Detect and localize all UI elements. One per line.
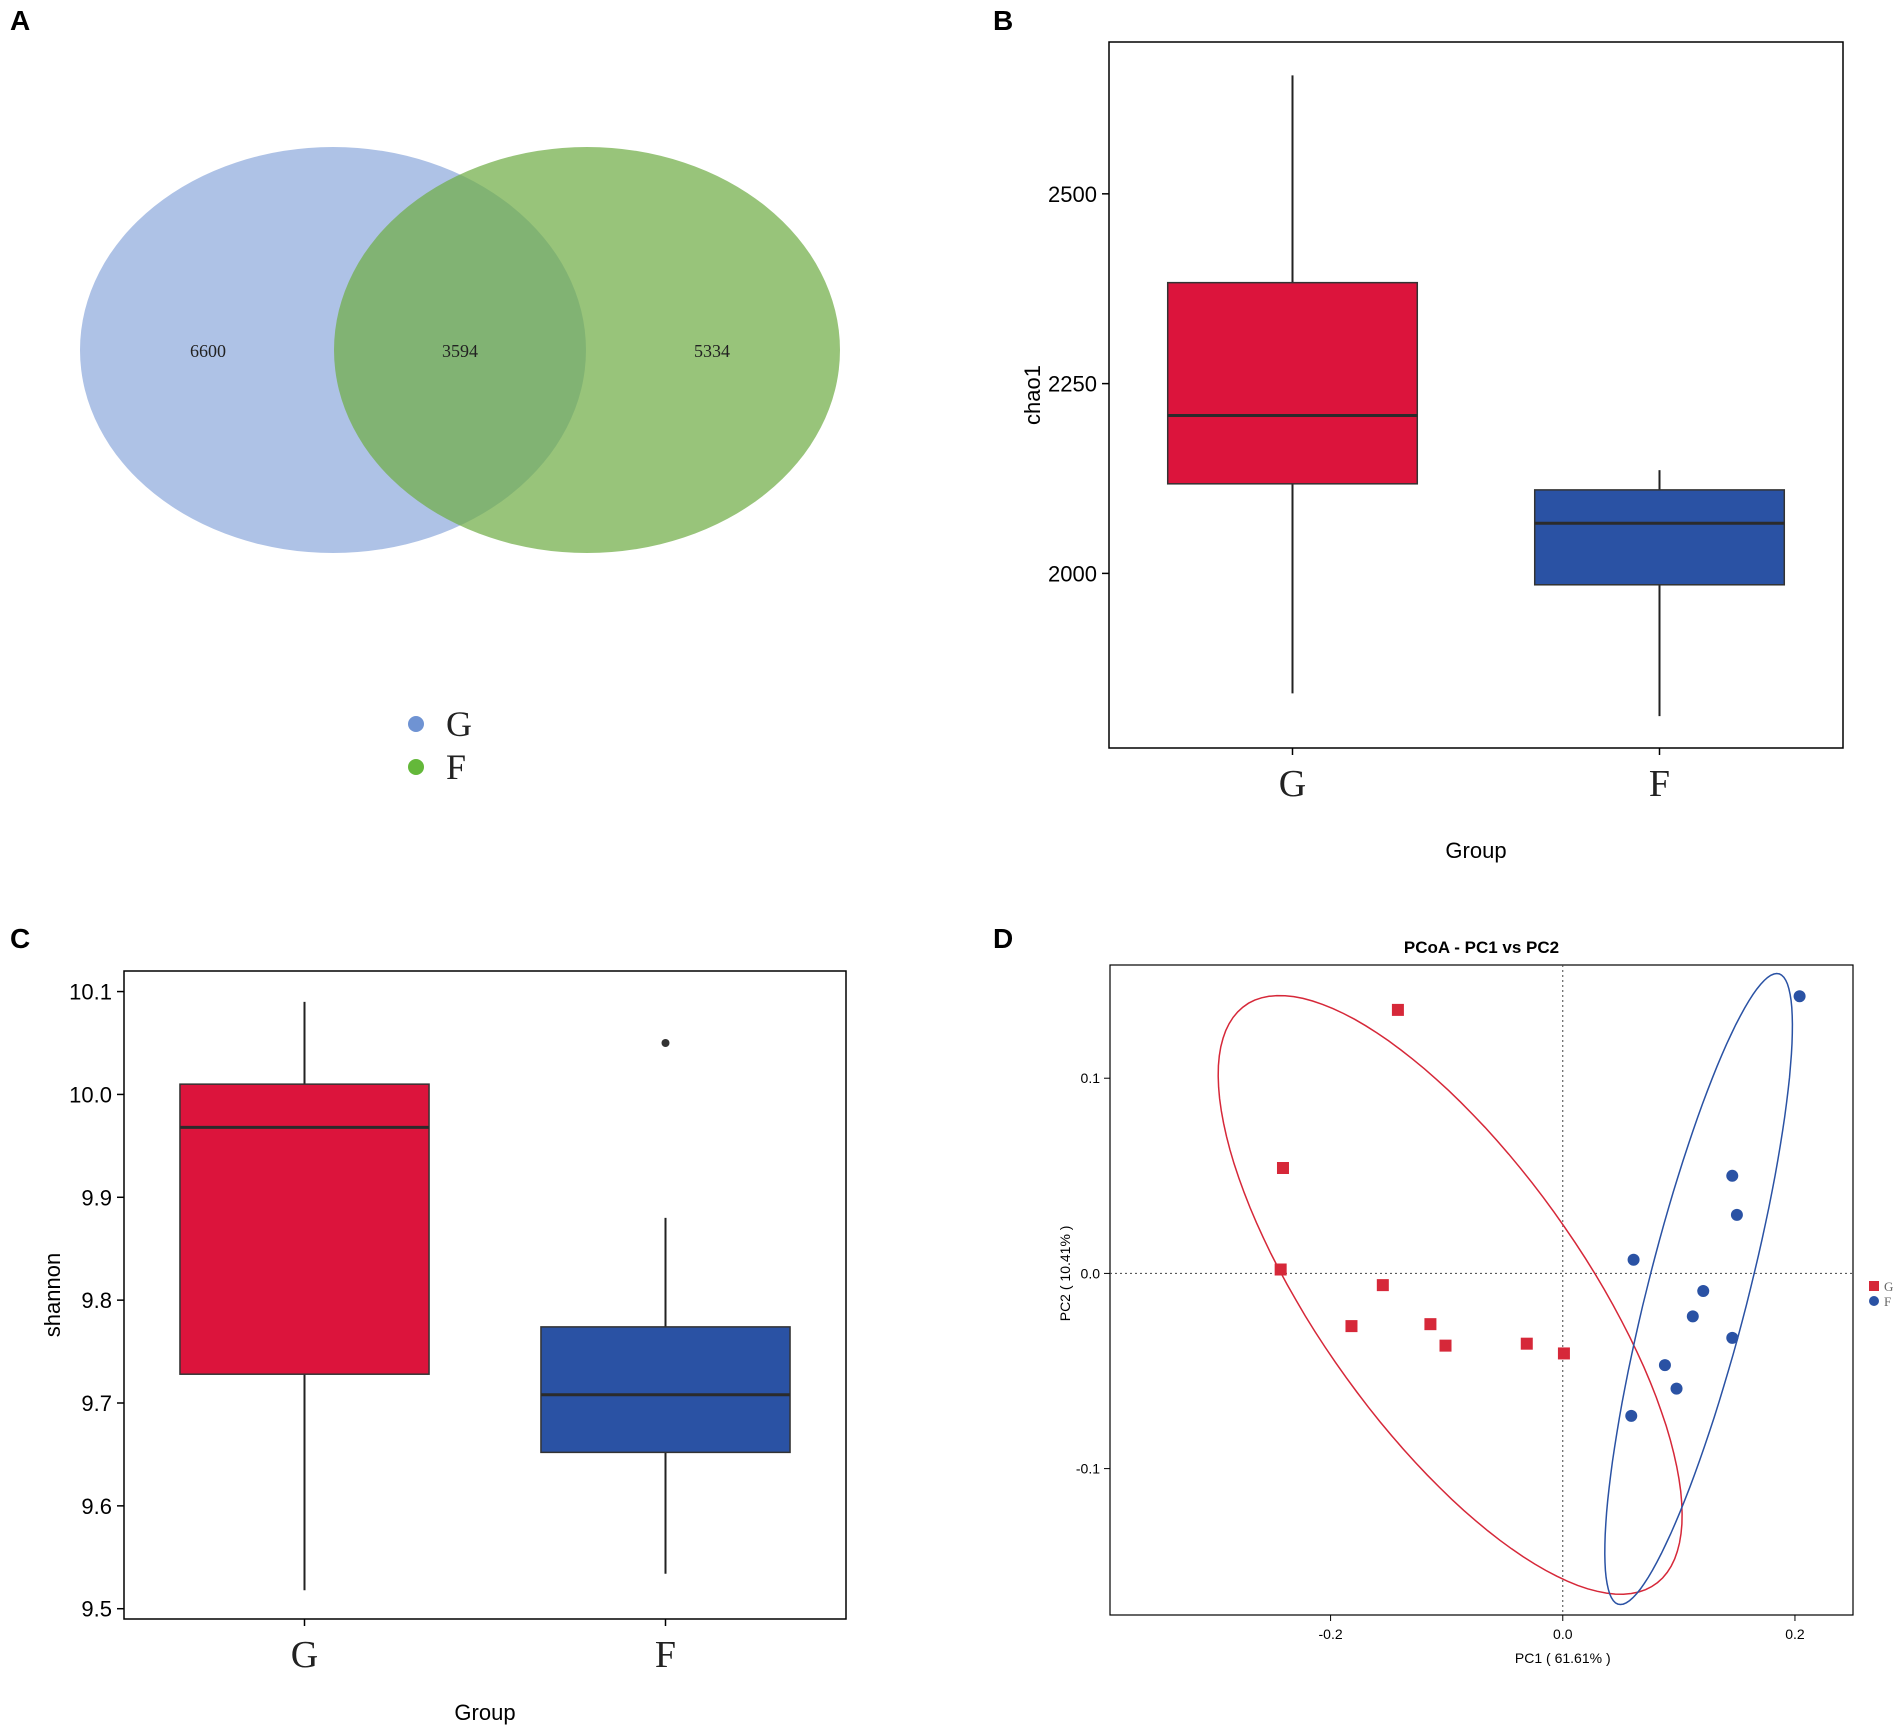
y-tick-label: 0.0 bbox=[1081, 1265, 1101, 1281]
legend-marker-G bbox=[1869, 1281, 1879, 1291]
panel-letter-b: B bbox=[993, 5, 1013, 36]
box-F bbox=[540, 1326, 791, 1454]
x-tick-label-G: G bbox=[1279, 763, 1306, 805]
y-tick-label: 9.8 bbox=[81, 1288, 112, 1313]
legend-label-F: F bbox=[446, 747, 466, 787]
pcoa-scatter: -0.2 0.0 0.2 -0.1 0.0 0.1 PCoA - PC1 vs PC2 PC1… bbox=[1057, 938, 1893, 1666]
box-G bbox=[1166, 281, 1419, 485]
data-point-F bbox=[1658, 1359, 1671, 1372]
plot-frame bbox=[123, 970, 847, 1620]
y-axis-title: shannon bbox=[40, 1253, 65, 1337]
data-point-F bbox=[1627, 1253, 1640, 1266]
data-point-F bbox=[1625, 1409, 1638, 1422]
panel-letter-d: D bbox=[993, 923, 1013, 954]
venn-count-intersection: 3594 bbox=[442, 341, 478, 361]
y-tick-label: 9.7 bbox=[81, 1391, 112, 1416]
y-tick-label: 2500 bbox=[1048, 182, 1097, 207]
y-tick-label: 10.1 bbox=[69, 980, 112, 1005]
legend-label-G: G bbox=[446, 704, 472, 744]
x-tick-label-G: G bbox=[291, 1634, 318, 1676]
data-point-G bbox=[1376, 1279, 1389, 1292]
x-tick-label: 0.0 bbox=[1553, 1626, 1573, 1642]
chao1-boxplot: 2000 2250 2500 G F Group chao1 bbox=[1020, 41, 1844, 863]
venn-count-G: 6600 bbox=[190, 341, 226, 361]
x-axis-title: Group bbox=[454, 1700, 515, 1725]
data-point-G bbox=[1276, 1162, 1289, 1175]
venn-circle-F bbox=[334, 147, 840, 553]
confidence-ellipse-G bbox=[1217, 994, 1683, 1595]
data-point-F bbox=[1686, 1310, 1699, 1323]
venn-diagram: 6600 3594 5334 GF bbox=[80, 147, 840, 787]
x-tick-label-F: F bbox=[655, 1634, 676, 1676]
y-tick-label: -0.1 bbox=[1076, 1461, 1100, 1477]
data-point-G bbox=[1391, 1003, 1404, 1016]
data-point-F bbox=[1726, 1331, 1739, 1344]
data-point-F bbox=[1726, 1169, 1739, 1182]
venn-count-F: 5334 bbox=[694, 341, 730, 361]
y-tick-label: 9.5 bbox=[81, 1597, 112, 1622]
outlier-point-F bbox=[661, 1039, 670, 1047]
x-axis-title: Group bbox=[1445, 838, 1506, 863]
y-axis-title: chao1 bbox=[1020, 365, 1045, 425]
panel-letter-c: C bbox=[10, 923, 30, 954]
legend-label-G: G bbox=[1884, 1279, 1893, 1294]
confidence-ellipse-F bbox=[1604, 972, 1794, 1606]
chart-title: PCoA - PC1 vs PC2 bbox=[1404, 938, 1559, 957]
data-point-F bbox=[1793, 990, 1806, 1003]
legend-label-F: F bbox=[1884, 1294, 1891, 1309]
box-G bbox=[179, 1083, 430, 1375]
x-tick-label-F: F bbox=[1649, 763, 1670, 805]
data-point-G bbox=[1520, 1337, 1533, 1350]
y-axis-title: PC2 ( 10.41% ) bbox=[1057, 1226, 1073, 1322]
data-point-F bbox=[1697, 1284, 1710, 1297]
legend-marker-F bbox=[1869, 1296, 1879, 1306]
data-point-G bbox=[1274, 1263, 1287, 1276]
plot-frame bbox=[1109, 964, 1854, 1616]
y-tick-label: 0.1 bbox=[1081, 1070, 1101, 1086]
panel-letter-a: A bbox=[10, 5, 30, 36]
data-point-G bbox=[1557, 1347, 1570, 1360]
box-F bbox=[1533, 489, 1786, 586]
x-tick-label: -0.2 bbox=[1319, 1626, 1343, 1642]
data-point-F bbox=[1670, 1382, 1683, 1395]
y-tick-label: 10.0 bbox=[69, 1082, 112, 1107]
legend-marker-G bbox=[408, 716, 424, 732]
y-tick-label: 2000 bbox=[1048, 561, 1097, 586]
x-tick-label: 0.2 bbox=[1785, 1626, 1805, 1642]
shannon-boxplot: 9.5 9.6 9.7 9.8 9.9 10.0 10.1 G F Group shannon bbox=[40, 970, 847, 1725]
y-tick-label: 9.6 bbox=[81, 1494, 112, 1519]
x-axis-title: PC1 ( 61.61% ) bbox=[1515, 1650, 1611, 1666]
plot-frame bbox=[1108, 41, 1844, 749]
data-point-G bbox=[1424, 1318, 1437, 1331]
data-point-G bbox=[1439, 1339, 1452, 1352]
data-point-G bbox=[1345, 1320, 1358, 1333]
y-tick-label: 9.9 bbox=[81, 1185, 112, 1210]
data-point-F bbox=[1730, 1208, 1743, 1221]
y-tick-label: 2250 bbox=[1048, 372, 1097, 397]
legend-marker-F bbox=[408, 759, 424, 775]
